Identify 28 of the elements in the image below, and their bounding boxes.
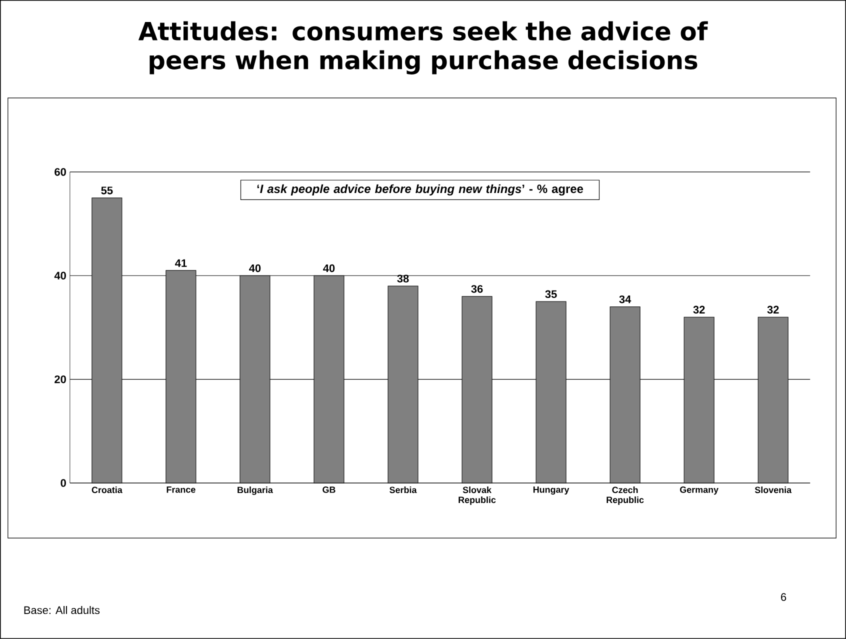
data-label: 36 — [471, 285, 483, 293]
x-tick-label: Slovak Republic — [458, 486, 496, 505]
y-tick-label: 60 — [54, 168, 66, 176]
x-tick-label: Germany — [680, 486, 718, 495]
data-label: 34 — [619, 295, 632, 304]
text: 6 — [781, 593, 786, 601]
data-label: 32 — [693, 306, 705, 314]
y-tick-label: 20 — [54, 375, 66, 384]
data-label: 32 — [767, 306, 779, 314]
text: Base: All adults — [24, 606, 100, 614]
x-tick-label: Hungary — [533, 486, 570, 495]
chart-title: Attitudes: consumers seek the advice of peers when making purchase decisions — [138, 21, 708, 75]
data-label: 41 — [175, 259, 187, 267]
data-label: 40 — [323, 264, 335, 272]
data-label: 35 — [545, 290, 557, 298]
x-tick-label: France — [166, 486, 196, 493]
x-tick-label: Serbia — [390, 486, 417, 494]
x-tick-label: Croatia — [92, 486, 122, 494]
y-tick-label: 0 — [60, 479, 66, 487]
data-label: 55 — [101, 186, 113, 194]
x-tick-label: Bulgaria — [238, 486, 273, 495]
data-label: 40 — [249, 264, 261, 272]
data-label: 38 — [397, 274, 409, 282]
x-tick-label: Slovenia — [754, 486, 792, 494]
text: ‘I ask people advice before buying new things’ - % agree — [257, 184, 584, 196]
y-tick-label: 40 — [54, 272, 66, 280]
x-tick-label: Czech Republic — [606, 486, 644, 505]
x-tick-label: GB — [322, 486, 336, 493]
